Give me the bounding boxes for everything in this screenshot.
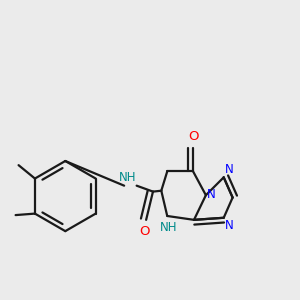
- Text: N: N: [225, 219, 234, 232]
- Text: NH: NH: [119, 171, 136, 184]
- Text: O: O: [188, 130, 198, 143]
- Text: O: O: [140, 225, 150, 238]
- Text: N: N: [207, 188, 216, 201]
- Text: N: N: [225, 163, 234, 176]
- Text: NH: NH: [160, 221, 178, 234]
